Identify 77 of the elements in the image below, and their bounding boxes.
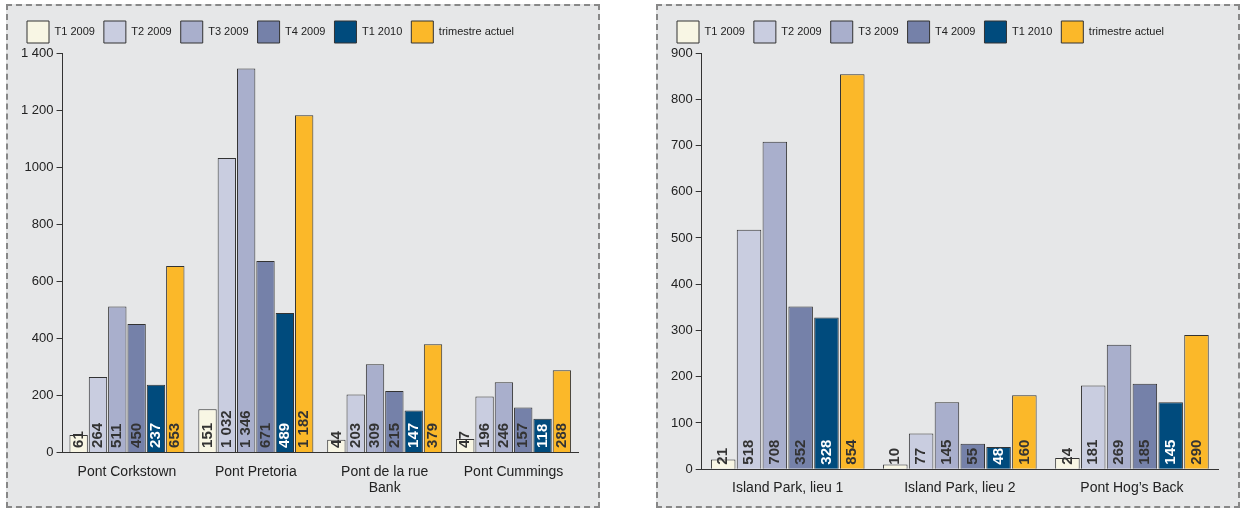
data-label: 290 [1186, 439, 1204, 465]
data-label: 77 [911, 448, 929, 465]
data-label: 1 346 [236, 410, 254, 448]
y-tick-label: 800 [670, 90, 693, 106]
y-tick-label: 900 [670, 44, 693, 60]
y-tick-label: 0 [685, 460, 693, 476]
y-tick-label: 1 200 [20, 101, 54, 117]
data-label: 160 [1014, 439, 1032, 465]
data-label: 328 [816, 439, 834, 465]
data-label: 671 [255, 422, 273, 448]
legend-label: T1 2009 [704, 25, 745, 38]
y-tick-label: 800 [31, 215, 54, 231]
data-label: 21 [713, 448, 731, 465]
data-label: 118 [532, 423, 550, 448]
data-label: 511 [107, 423, 125, 448]
data-label: 147 [403, 422, 421, 448]
x-tick-label: Pont Pretoria [214, 462, 297, 479]
y-tick-label: 400 [670, 275, 693, 291]
legend-label: T4 2009 [935, 25, 976, 38]
y-tick-label: 0 [46, 443, 54, 459]
x-tick-label: Pont Corkstown [77, 462, 177, 479]
data-label: 196 [474, 422, 492, 448]
x-tick-label: Pont de la rue Bank [341, 462, 429, 496]
data-label: 151 [197, 422, 215, 448]
legend-label: T2 2009 [781, 25, 822, 38]
y-tick-label: 300 [670, 322, 693, 338]
data-label: 47 [455, 431, 473, 448]
legend-label: T1 2009 [54, 25, 95, 38]
y-tick-label: 600 [670, 183, 693, 199]
x-tick-label: Island Park, lieu 1 [732, 479, 844, 496]
y-tick-label: 600 [31, 272, 54, 288]
data-label: 44 [326, 430, 344, 448]
legend-label: T1 2010 [361, 25, 403, 38]
legend-label: T3 2009 [858, 25, 899, 38]
data-label: 854 [842, 439, 860, 465]
y-tick-label: 700 [670, 137, 693, 153]
data-label: 157 [513, 422, 531, 448]
data-label: 288 [552, 422, 570, 448]
data-label: 48 [988, 448, 1006, 465]
data-label: 653 [165, 422, 183, 448]
y-tick-label: 200 [670, 368, 693, 384]
data-label: 203 [345, 422, 363, 448]
data-label: 1 182 [294, 410, 312, 448]
y-tick-label: 100 [670, 414, 693, 430]
data-label: 185 [1135, 439, 1152, 465]
data-label: 145 [937, 439, 955, 465]
legend-label: T3 2009 [208, 25, 249, 38]
data-label: 181 [1083, 439, 1101, 465]
data-label: 246 [494, 422, 512, 448]
legend-label: trimestre actuel [438, 25, 515, 38]
legend-label: trimestre actuel [1088, 25, 1165, 38]
y-tick-label: 400 [31, 329, 54, 345]
y-tick-label: 500 [670, 229, 693, 245]
x-tick-label: Pont Hog’s Back [1080, 479, 1185, 496]
legend-label: T1 2010 [1011, 25, 1053, 38]
data-label: 309 [365, 422, 383, 448]
data-label: 1 032 [216, 410, 234, 448]
data-label: 379 [423, 422, 441, 448]
data-label: 55 [962, 448, 980, 465]
data-label: 269 [1109, 439, 1127, 465]
data-label: 518 [739, 439, 757, 465]
legend-label: T2 2009 [131, 25, 172, 38]
y-tick-label: 200 [31, 386, 54, 402]
y-tick-label: 1000 [24, 158, 54, 174]
data-label: 352 [790, 439, 808, 465]
x-tick-label: Island Park, lieu 2 [904, 479, 1016, 496]
data-label: 708 [764, 439, 782, 465]
x-tick-label: Pont Cummings [463, 462, 564, 479]
data-label: 489 [274, 422, 292, 448]
data-label: 237 [146, 422, 164, 448]
data-label: 215 [384, 422, 402, 448]
data-label: 10 [885, 448, 903, 465]
data-label: 450 [126, 422, 144, 448]
data-label: 264 [88, 422, 106, 448]
y-tick-label: 1 400 [20, 44, 54, 60]
legend-label: T4 2009 [285, 25, 326, 38]
data-label: 145 [1160, 439, 1178, 465]
